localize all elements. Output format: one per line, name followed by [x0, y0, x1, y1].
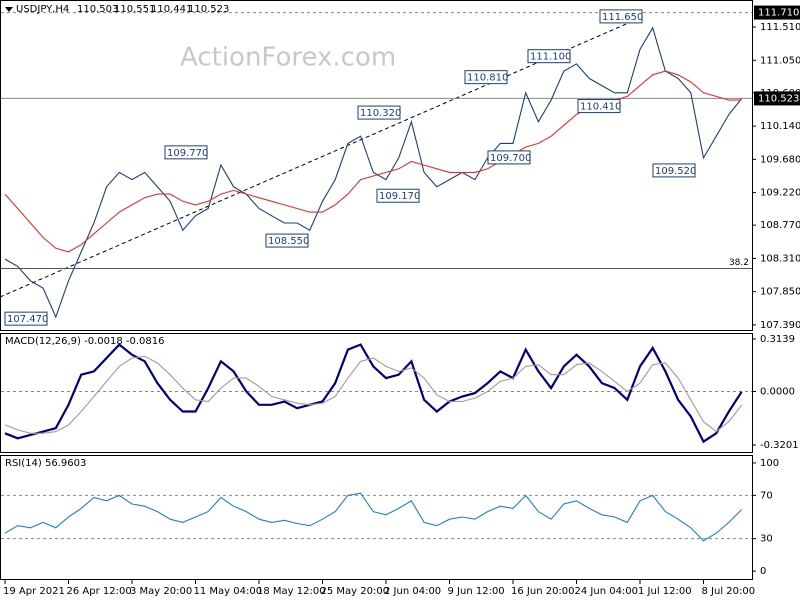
series-line: [4, 26, 743, 319]
y-tick-label: 0.0000: [760, 386, 795, 397]
x-tick-label: 2 Jun 04:00: [384, 586, 441, 597]
annotation-label: 111.650: [602, 12, 643, 23]
y-tick-label: 111.050: [760, 55, 800, 66]
level-box: [754, 91, 800, 106]
x-tick-label: 1 Jul 12:00: [638, 586, 692, 597]
ohlc-value: 110.441: [151, 4, 192, 15]
fib-label: 38.2: [729, 258, 749, 268]
panel-label: RSI(14) 56.9603: [5, 458, 86, 469]
ohlc-value: 110.523: [188, 4, 229, 15]
y-tick-label: 108.770: [760, 220, 800, 231]
annotation-label: 110.320: [360, 108, 401, 119]
y-tick-label: 108.310: [760, 253, 800, 264]
series-line: [4, 70, 742, 253]
rsi-panel: [0, 455, 753, 580]
annotation-box: [4, 311, 48, 326]
annotation-box: [464, 70, 508, 85]
y-tick-label: 100: [760, 458, 779, 469]
annotation-box: [652, 163, 696, 178]
level-box: [754, 5, 800, 20]
y-tick-label: 109.680: [760, 154, 800, 165]
x-tick-label: 19 Apr 2021: [3, 586, 65, 597]
annotation-box: [164, 145, 208, 160]
watermark: ActionForex.com: [180, 43, 396, 73]
x-tick-label: 8 Jul 20:00: [702, 586, 756, 597]
ohlc-value: 110.503: [77, 4, 118, 15]
annotation-box: [599, 9, 643, 24]
annotation-label: 107.470: [7, 314, 48, 325]
y-tick-label: 0.3139: [760, 334, 795, 345]
annotation-box: [487, 150, 531, 165]
x-tick-label: 9 Jun 12:00: [448, 586, 505, 597]
level-label: 110.523: [758, 93, 799, 104]
x-tick-label: 24 Jun 04:00: [575, 586, 639, 597]
x-tick-label: 3 May 20:00: [130, 586, 192, 597]
annotation-box: [527, 49, 571, 64]
annotation-box: [357, 105, 401, 120]
x-tick-label: 26 Apr 12:00: [67, 586, 132, 597]
annotation-label: 108.550: [268, 236, 309, 247]
y-tick-label: 107.390: [760, 320, 800, 331]
annotation-box: [577, 99, 621, 114]
series-line: [4, 355, 743, 434]
y-tick-label: 111.510: [760, 22, 800, 33]
price-panel: [0, 0, 753, 331]
annotation-label: 109.520: [655, 166, 696, 177]
series-line: [4, 343, 743, 444]
x-tick-label: 11 May 04:00: [194, 586, 263, 597]
y-tick-label: 107.850: [760, 287, 800, 298]
y-tick-label: 0: [760, 566, 766, 577]
x-tick-label: 25 May 20:00: [321, 586, 390, 597]
annotation-label: 110.810: [467, 73, 508, 84]
ohlc-value: 110.551: [114, 4, 155, 15]
x-tick-label: 18 May 12:00: [257, 586, 326, 597]
level-label: 111.710: [758, 8, 799, 19]
y-tick-label: 109.220: [760, 188, 800, 199]
annotation-label: 109.700: [490, 153, 531, 164]
symbol-arrow: [5, 7, 13, 12]
annotation-box: [265, 233, 309, 248]
symbol: USDJPY,H4: [16, 4, 69, 15]
y-tick-label: -0.3201: [760, 440, 799, 451]
y-tick-label: 30: [760, 534, 773, 545]
annotation-label: 109.770: [167, 148, 208, 159]
y-tick-label: 110.140: [760, 121, 800, 132]
annotation-label: 111.100: [530, 52, 571, 63]
series-line: [4, 492, 742, 542]
annotation-label: 110.410: [580, 102, 621, 113]
panel-label: MACD(12,26,9) -0.0018 -0.0816: [5, 336, 165, 347]
annotation-box: [376, 188, 420, 203]
y-tick-label: 70: [760, 490, 773, 501]
macd-panel: [0, 333, 753, 453]
x-tick-label: 16 Jun 20:00: [511, 586, 575, 597]
trend-line: [0, 17, 641, 298]
annotation-label: 109.170: [379, 191, 420, 202]
